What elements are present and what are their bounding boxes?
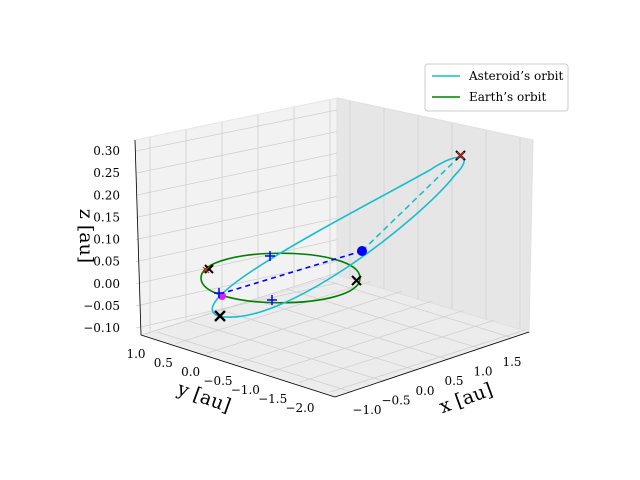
z-tick-label: 0.25 xyxy=(93,166,120,180)
y-tick-label: −1.0 xyxy=(231,383,260,397)
x-tick-label: −1.0 xyxy=(352,403,381,417)
asteroid-orbit-line xyxy=(211,156,465,319)
y-tick-label: −0.5 xyxy=(203,374,232,388)
x-tick-label: 1.5 xyxy=(502,355,521,369)
axis-lines xyxy=(134,139,530,398)
x-tick-label: 1.0 xyxy=(473,365,492,379)
black-x-marker xyxy=(204,264,214,274)
y-tick-label: −1.5 xyxy=(258,392,287,406)
z-tick-label: 0.00 xyxy=(93,277,120,291)
z-tick-label: 0.30 xyxy=(93,144,120,158)
z-tick-labels: 0.30 0.25 0.20 0.15 0.10 0.05 0.00 −0.05 −0.10 xyxy=(83,144,120,335)
x-tick-labels: −1.0−0.5 0.0 0.5 1.0 1.5 xyxy=(352,355,521,417)
y-tick-labels: 1.0 0.5 0.0−0.5−1.0−1.5−2.0 xyxy=(126,347,314,415)
z-tick-label: 0.20 xyxy=(93,188,120,202)
z-tick-label: 0.15 xyxy=(93,210,120,224)
z-axis-label: z [au] xyxy=(75,209,97,263)
z-tick-label: 0.10 xyxy=(93,233,120,247)
grid-lines xyxy=(135,100,526,393)
y-tick-label: −2.0 xyxy=(285,401,314,415)
x-tick-label: −0.5 xyxy=(381,393,410,407)
z-tick-label: 0.05 xyxy=(93,255,120,269)
x-tick-label: 0.5 xyxy=(444,374,463,388)
blue-dot-marker xyxy=(357,246,367,256)
z-tick-label: −0.10 xyxy=(83,321,120,335)
red-x-marker xyxy=(456,151,465,160)
legend: Asteroid’s orbit Earth’s orbit xyxy=(424,63,569,112)
blue-dashed-segment xyxy=(219,250,363,295)
asteroid-dashed-segment xyxy=(361,155,461,252)
y-tick-label: 0.0 xyxy=(181,365,200,379)
magenta-dot-marker xyxy=(218,292,226,300)
red-x-marker xyxy=(202,266,210,274)
y-tick-label: 1.0 xyxy=(126,347,145,361)
black-x-marker xyxy=(351,275,362,286)
z-tick-label: −0.05 xyxy=(83,299,120,313)
black-x-marker xyxy=(214,310,226,322)
blue-plus-marker xyxy=(214,288,224,298)
data-layer xyxy=(200,150,466,322)
legend-label-earth: Earth’s orbit xyxy=(469,90,546,104)
blue-plus-marker xyxy=(265,251,275,261)
blue-plus-marker xyxy=(267,295,277,305)
legend-label-asteroid: Asteroid’s orbit xyxy=(468,69,563,83)
x-tick-label: 0.0 xyxy=(415,384,434,398)
y-tick-label: 0.5 xyxy=(154,356,173,370)
